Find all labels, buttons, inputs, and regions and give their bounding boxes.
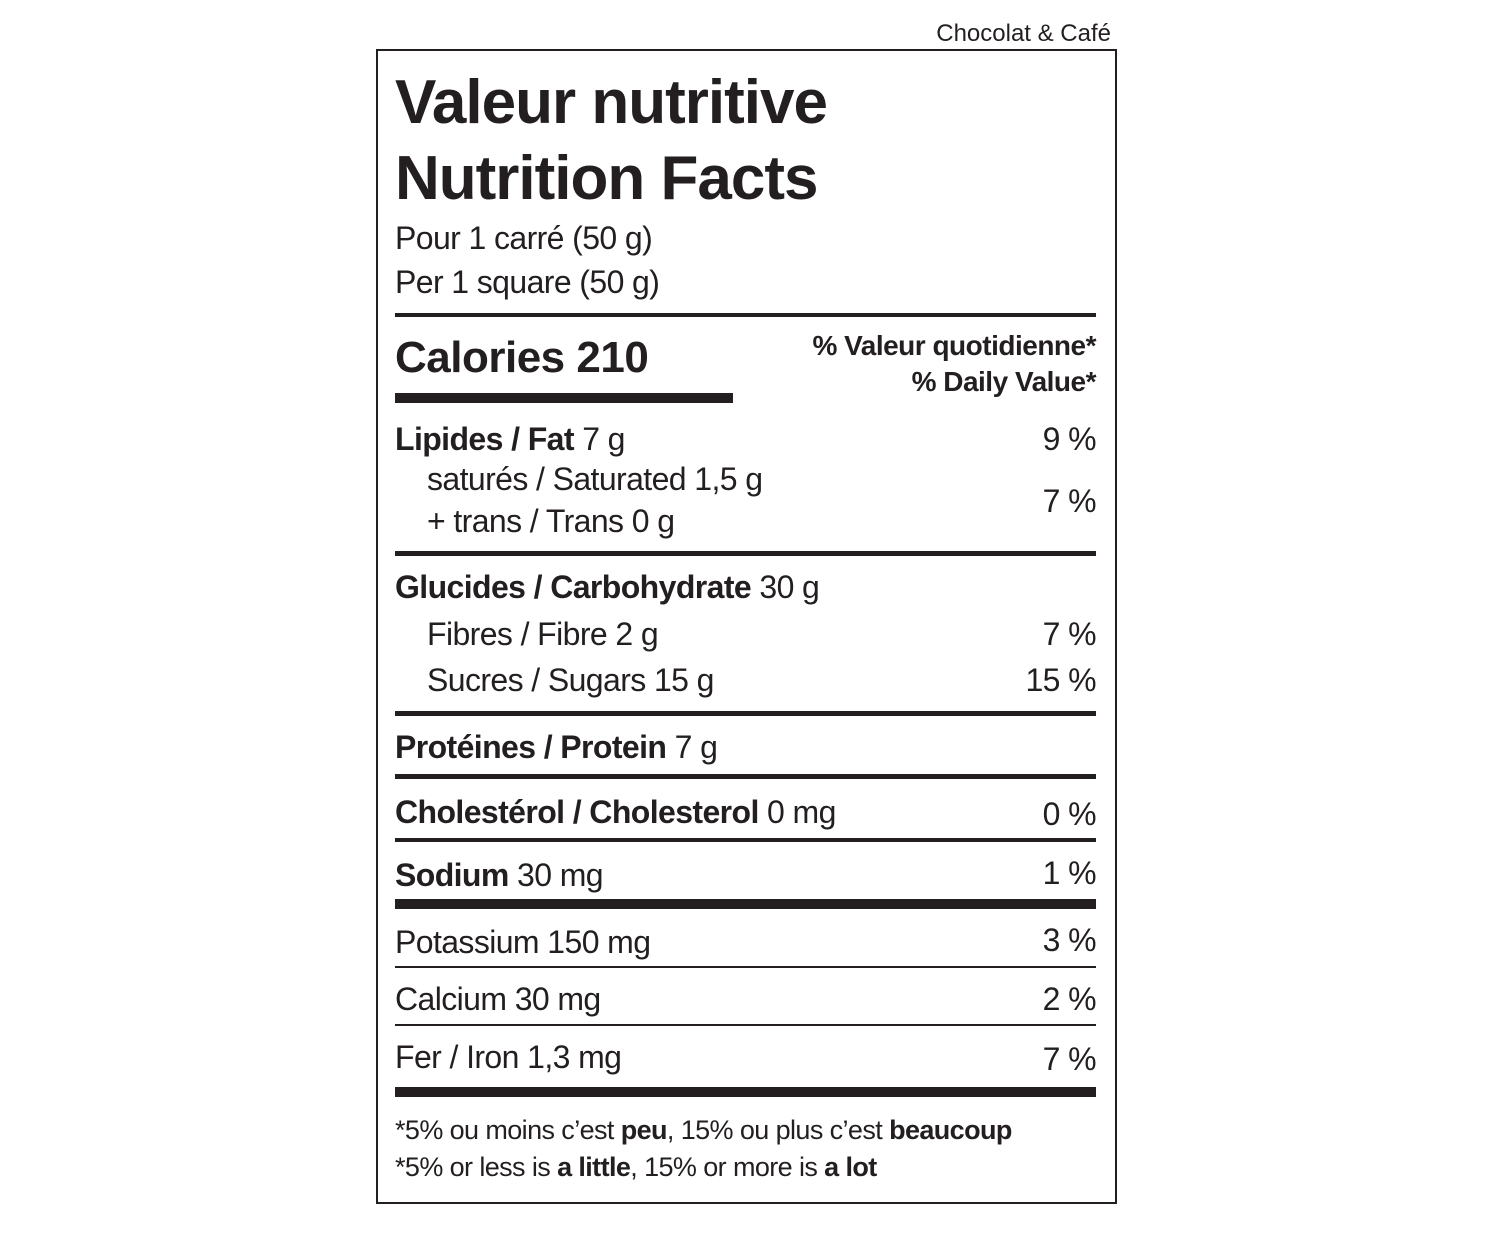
calcium-row: Calcium 30 mg (395, 981, 601, 1017)
calories: Calories 210 (395, 333, 649, 382)
footnote-en: *5% or less is a little, 15% or more is … (395, 1152, 877, 1182)
cholesterol-dv: 0 % (1042, 796, 1097, 832)
iron-dv: 7 % (1042, 1041, 1097, 1077)
protein-row: Protéines / Protein 7 g (395, 729, 718, 765)
title-en: Nutrition Facts (395, 144, 818, 213)
sugars-row: Sucres / Sugars 15 g (427, 662, 714, 698)
nutrition-facts-panel (376, 49, 1117, 1204)
carbohydrate-row: Glucides / Carbohydrate 30 g (395, 569, 820, 605)
calories-value: 210 (576, 333, 649, 382)
dv-header-fr: % Valeur quotidienne* (812, 330, 1096, 361)
title-fr: Valeur nutritive (395, 68, 828, 137)
calcium-dv: 2 % (1042, 981, 1097, 1017)
divider (395, 838, 1096, 842)
sodium-dv: 1 % (1042, 855, 1097, 891)
trans-row: + trans / Trans 0 g (427, 503, 675, 539)
footnote-fr: *5% ou moins c’est peu, 15% ou plus c’es… (395, 1115, 1012, 1145)
serving-en: Per 1 square (50 g) (395, 264, 660, 300)
sat-trans-dv: 7 % (1042, 483, 1097, 519)
thick-divider (395, 1087, 1096, 1097)
thin-divider (395, 1024, 1096, 1026)
iron-row: Fer / Iron 1,3 mg (395, 1039, 622, 1075)
divider (395, 313, 1096, 317)
potassium-row: Potassium 150 mg (395, 924, 651, 960)
calories-bar (395, 393, 733, 403)
potassium-dv: 3 % (1042, 922, 1097, 958)
dv-header-en: % Daily Value* (911, 366, 1097, 397)
thick-divider (395, 899, 1096, 909)
product-name: Chocolat & Café (936, 20, 1111, 47)
fibre-dv: 7 % (1042, 616, 1097, 652)
divider (395, 774, 1096, 779)
fibre-row: Fibres / Fibre 2 g (427, 616, 659, 652)
cholesterol-row: Cholestérol / Cholesterol 0 mg (395, 794, 836, 830)
calories-label: Calories (395, 333, 565, 382)
sodium-row: Sodium 30 mg (395, 857, 604, 893)
fat-row: Lipides / Fat 7 g (395, 421, 625, 457)
sugars-dv: 15 % (1025, 662, 1096, 698)
divider (395, 551, 1096, 556)
thin-divider (395, 966, 1096, 968)
fat-dv: 9 % (1042, 421, 1097, 457)
divider (395, 711, 1096, 716)
saturated-row: saturés / Saturated 1,5 g (427, 461, 763, 497)
serving-fr: Pour 1 carré (50 g) (395, 220, 653, 256)
